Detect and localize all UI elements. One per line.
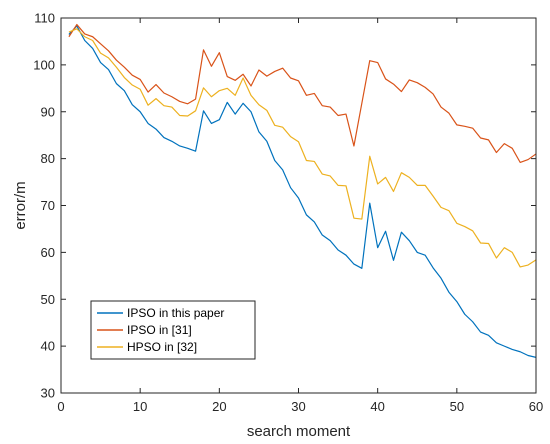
legend-entry: HPSO in [32]: [127, 340, 197, 354]
y-tick-label: 90: [41, 104, 55, 119]
series-line-3: [68, 28, 537, 268]
x-tick-label: 60: [529, 399, 543, 414]
y-tick-label: 60: [41, 245, 55, 260]
y-tick-label: 40: [41, 339, 55, 354]
x-tick-label: 50: [450, 399, 464, 414]
y-axis: 30 40 50 60 70 80 90 100 110: [33, 11, 536, 401]
series-layer: [68, 23, 537, 358]
legend: IPSO in this paper IPSO in [31] HPSO in [3…: [90, 300, 256, 360]
x-tick-label: 10: [133, 399, 147, 414]
x-tick-label: 30: [291, 399, 305, 414]
legend-entry: IPSO in this paper: [127, 306, 224, 320]
x-axis: 0 10 20 30 40 50 60: [57, 18, 543, 414]
x-tick-label: 0: [57, 399, 64, 414]
y-tick-label: 100: [33, 57, 55, 72]
series-line-2: [68, 23, 537, 163]
x-tick-label: 20: [212, 399, 226, 414]
series-line-1: [68, 25, 537, 358]
x-tick-label: 40: [370, 399, 384, 414]
legend-entry: IPSO in [31]: [127, 323, 192, 337]
y-tick-label: 110: [34, 11, 55, 26]
y-tick-label: 80: [41, 151, 55, 166]
y-tick-label: 30: [41, 386, 55, 401]
y-tick-label: 70: [41, 198, 55, 213]
x-axis-label: search moment: [247, 423, 351, 440]
y-tick-label: 50: [41, 292, 55, 307]
y-axis-label: error/m: [12, 181, 29, 229]
